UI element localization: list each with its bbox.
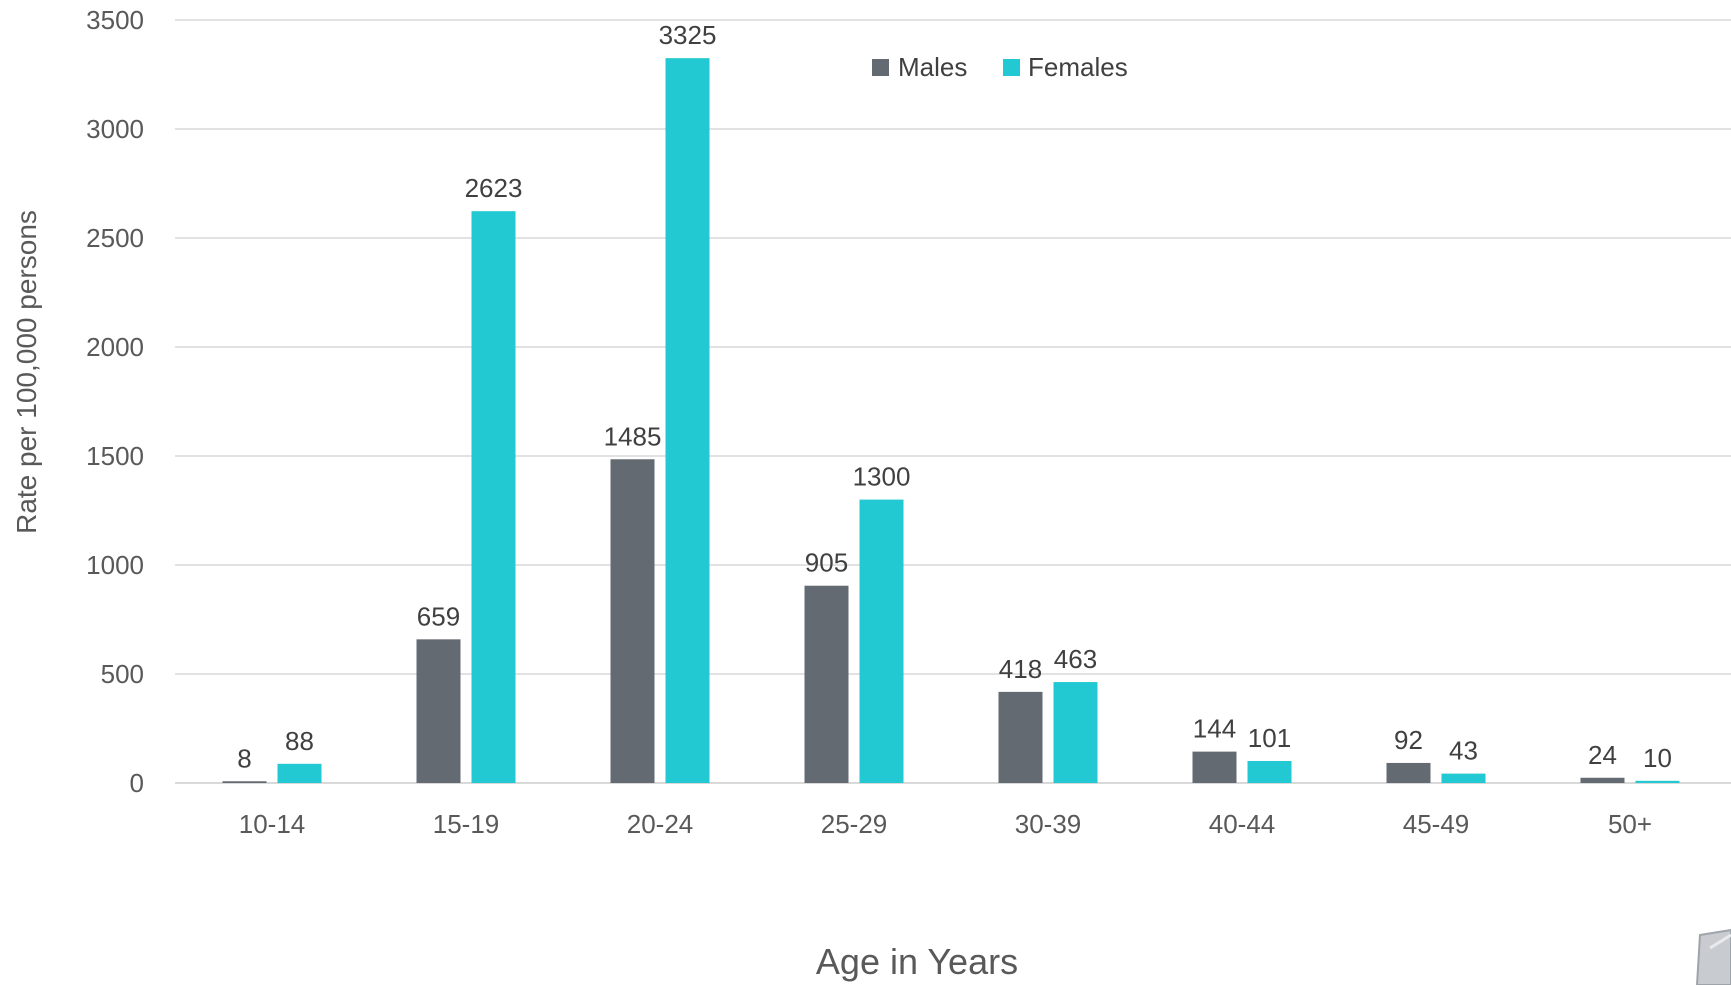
bar-males-10-14 bbox=[222, 781, 267, 783]
data-label: 101 bbox=[1248, 723, 1291, 753]
y-tick-label: 2000 bbox=[86, 332, 144, 362]
bar-females-50+ bbox=[1635, 780, 1680, 783]
data-label: 24 bbox=[1588, 740, 1617, 770]
bar-females-10-14 bbox=[277, 763, 322, 783]
y-tick-label: 1500 bbox=[86, 441, 144, 471]
speaker-icon[interactable] bbox=[1695, 928, 1731, 985]
x-tick-label: 40-44 bbox=[1209, 809, 1276, 839]
legend-swatch-females bbox=[1003, 59, 1020, 76]
x-tick-label: 45-49 bbox=[1403, 809, 1470, 839]
bar-females-25-29 bbox=[859, 499, 904, 783]
bar-males-20-24 bbox=[610, 459, 655, 783]
data-label: 8 bbox=[237, 743, 251, 773]
bar-females-20-24 bbox=[665, 58, 710, 783]
x-axis-ticks: 10-14 15-19 20-24 25-29 30-39 40-44 45-49 50+ bbox=[239, 809, 1652, 839]
y-axis-title: Rate per 100,000 persons bbox=[11, 210, 42, 534]
bar-females-40-44 bbox=[1247, 760, 1292, 783]
bar-females-30-39 bbox=[1053, 682, 1098, 783]
bar-males-40-44 bbox=[1192, 751, 1237, 783]
legend-label-females: Females bbox=[1028, 52, 1128, 82]
x-tick-label: 30-39 bbox=[1015, 809, 1082, 839]
data-label: 88 bbox=[285, 726, 314, 756]
data-label: 10 bbox=[1643, 743, 1672, 773]
y-axis-ticks: 0 500 1000 1500 2000 2500 3000 3500 bbox=[86, 5, 144, 798]
bar-males-25-29 bbox=[804, 585, 849, 783]
y-tick-label: 3500 bbox=[86, 5, 144, 35]
data-label: 659 bbox=[417, 601, 460, 631]
data-label: 92 bbox=[1394, 725, 1423, 755]
y-tick-label: 3000 bbox=[86, 114, 144, 144]
y-tick-label: 2500 bbox=[86, 223, 144, 253]
y-tick-label: 0 bbox=[130, 768, 144, 798]
bar-males-15-19 bbox=[416, 639, 461, 783]
data-label: 2623 bbox=[465, 173, 523, 203]
bar-males-30-39 bbox=[998, 691, 1043, 783]
data-label: 1485 bbox=[604, 421, 662, 451]
bar-males-50+ bbox=[1580, 777, 1625, 783]
gridlines bbox=[175, 19, 1731, 784]
data-label: 1300 bbox=[853, 462, 911, 492]
x-tick-label: 10-14 bbox=[239, 809, 306, 839]
x-axis-title: Age in Years bbox=[816, 941, 1018, 982]
legend-swatch-males bbox=[872, 59, 889, 76]
bar-females-45-49 bbox=[1441, 773, 1486, 783]
bar-males-45-49 bbox=[1386, 762, 1431, 783]
y-tick-label: 500 bbox=[101, 659, 144, 689]
data-label: 463 bbox=[1054, 644, 1097, 674]
data-label: 905 bbox=[805, 548, 848, 578]
x-tick-label: 50+ bbox=[1608, 809, 1652, 839]
data-label: 3325 bbox=[659, 20, 717, 50]
y-tick-label: 1000 bbox=[86, 550, 144, 580]
x-tick-label: 20-24 bbox=[627, 809, 694, 839]
legend-label-males: Males bbox=[898, 52, 967, 82]
data-label: 144 bbox=[1193, 714, 1236, 744]
bar-females-15-19 bbox=[471, 211, 516, 783]
legend: Males Females bbox=[872, 52, 1128, 82]
bars bbox=[222, 58, 1680, 783]
x-tick-label: 15-19 bbox=[433, 809, 500, 839]
x-tick-label: 25-29 bbox=[821, 809, 888, 839]
data-label: 418 bbox=[999, 654, 1042, 684]
data-label: 43 bbox=[1449, 736, 1478, 766]
